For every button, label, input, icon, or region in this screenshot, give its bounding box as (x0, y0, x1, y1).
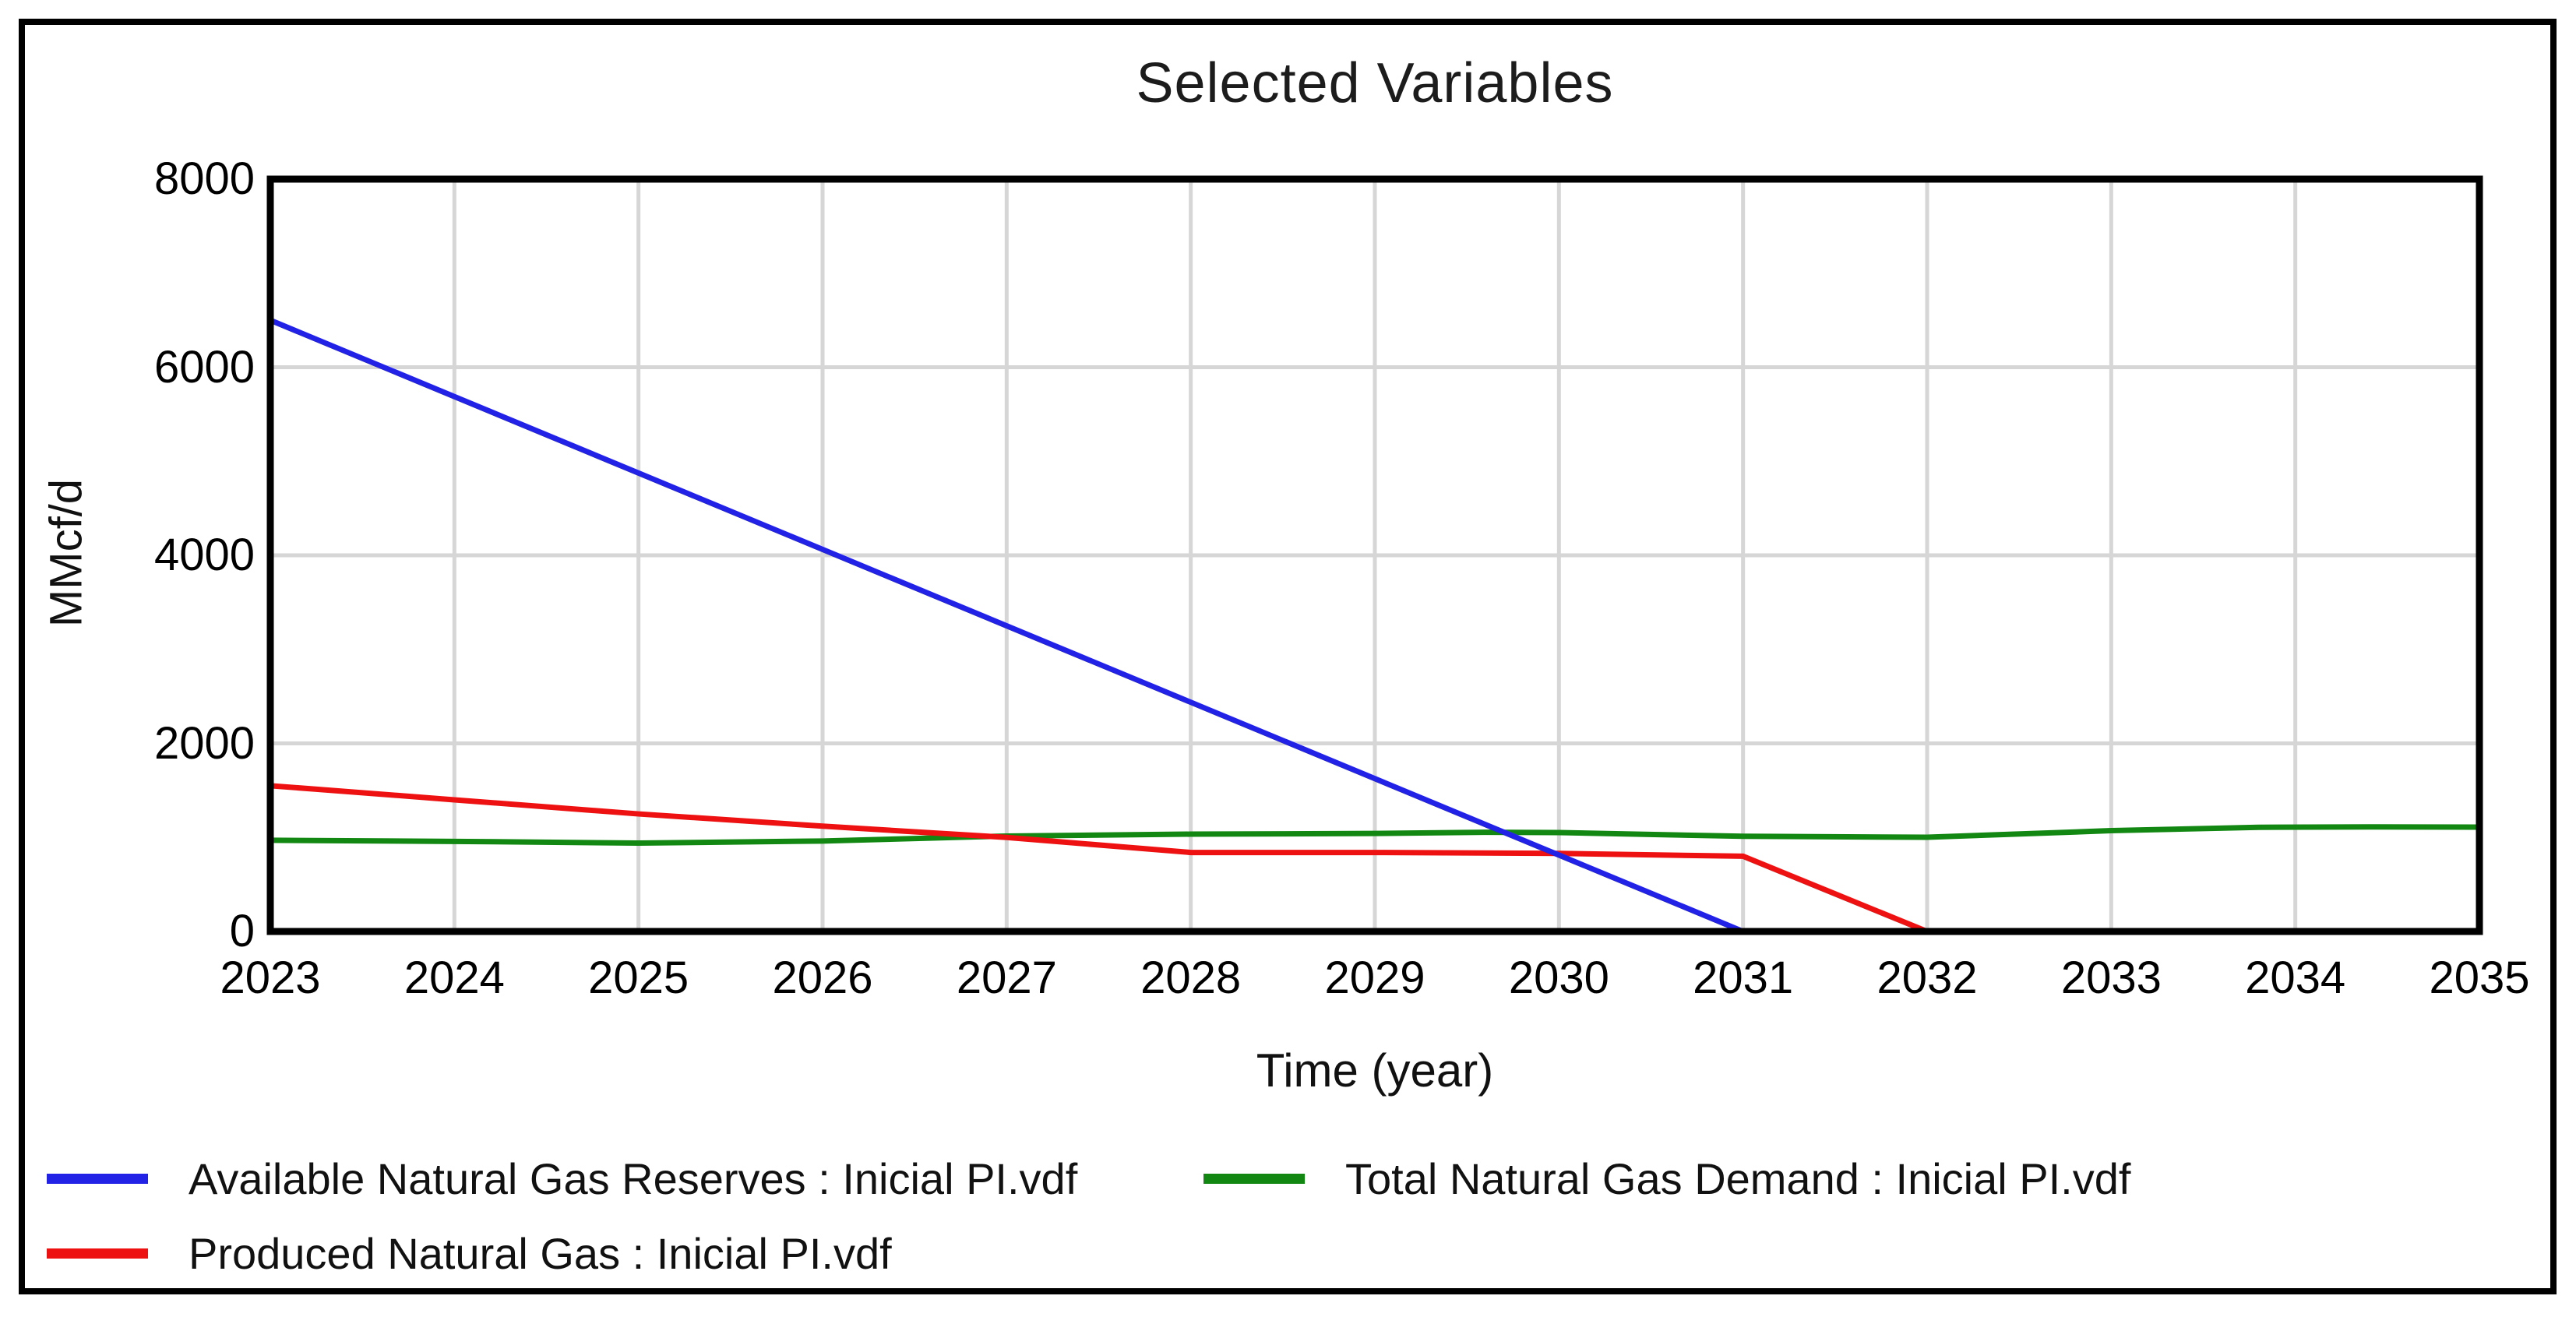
x-tick-2029: 2029 (1324, 953, 1425, 1003)
plot-area (266, 175, 2483, 935)
x-tick-2032: 2032 (1876, 953, 1978, 1003)
x-tick-2024: 2024 (403, 953, 505, 1003)
legend-swatch-blue-line (47, 1173, 148, 1184)
x-tick-2027: 2027 (956, 953, 1057, 1003)
y-tick-6000: 6000 (153, 341, 255, 393)
x-tick-2030: 2030 (1508, 953, 1609, 1003)
x-tick-2028: 2028 (1140, 953, 1242, 1003)
x-axis-title: Time (year) (1256, 1044, 1494, 1097)
y-axis-title: MMcf/d (41, 478, 92, 628)
y-tick-4000: 4000 (153, 530, 255, 580)
legend-label: Total Natural Gas Demand : Inicial PI.vd… (1345, 1153, 2131, 1203)
series-line (270, 783, 2479, 935)
y-tick-8000: 8000 (153, 153, 255, 204)
x-tick-2025: 2025 (588, 953, 689, 1003)
x-tick-2031: 2031 (1693, 953, 1794, 1003)
chart-outer-frame (19, 19, 2557, 1294)
legend-item-produced-gas: Produced Natural Gas : Inicial PI.vdf (47, 1226, 892, 1280)
y-tick-0: 0 (229, 906, 255, 956)
legend-label: Available Natural Gas Reserves : Inicial… (189, 1153, 1078, 1203)
legend-swatch-red-line (47, 1248, 148, 1259)
x-tick-2023: 2023 (220, 953, 321, 1003)
legend-label: Produced Natural Gas : Inicial PI.vdf (189, 1228, 892, 1278)
legend-item-total-demand: Total Natural Gas Demand : Inicial PI.vd… (1203, 1151, 2130, 1206)
series-line (270, 824, 2480, 846)
y-tick-2000: 2000 (153, 717, 255, 769)
chart-title: Selected Variables (1136, 52, 1614, 114)
x-tick-2034: 2034 (2245, 953, 2346, 1003)
legend-item-available-reserves: Available Natural Gas Reserves : Inicial… (47, 1151, 1077, 1206)
x-tick-2035: 2035 (2429, 953, 2530, 1003)
x-tick-2026: 2026 (772, 953, 873, 1003)
x-tick-2033: 2033 (2060, 953, 2162, 1003)
legend-swatch-green-line (1203, 1173, 1305, 1184)
plot-frame (266, 175, 2483, 935)
